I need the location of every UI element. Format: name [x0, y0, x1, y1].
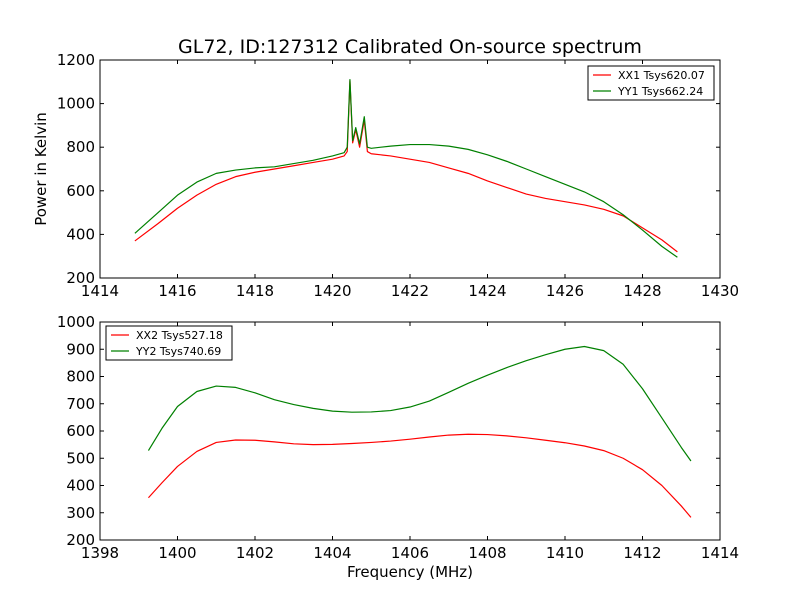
figure-title: GL72, ID:127312 Calibrated On-source spe… — [178, 36, 642, 58]
legend-label: XX2 Tsys527.18 — [136, 329, 223, 342]
y-tick-label: 400 — [66, 225, 95, 243]
y-tick-label: 500 — [66, 449, 95, 467]
y-tick-label: 700 — [66, 395, 95, 413]
series-line-2-1 — [147, 433, 692, 518]
x-tick-label: 1400 — [158, 544, 196, 562]
y-tick-label: 200 — [66, 531, 95, 549]
y-tick-label: 1200 — [57, 51, 95, 69]
x-tick-label: 1414 — [701, 544, 739, 562]
x-tick-label: 1430 — [701, 282, 739, 300]
y-tick-label: 800 — [66, 138, 95, 156]
x-tick-label: 1416 — [158, 282, 196, 300]
legend: XX2 Tsys527.18 YY2 Tsys740.69 — [105, 325, 233, 361]
y-tick-label: 1000 — [57, 95, 95, 113]
y-tick-label: 600 — [66, 422, 95, 440]
bottom-plot-panel: 1398 1400 1402 1404 1406 1408 1410 1412 1414 200 3… — [57, 313, 739, 562]
legend-label: YY1 Tsys662.24 — [617, 85, 703, 98]
y-tick-label: 200 — [66, 269, 95, 287]
x-tick-label: 1426 — [546, 282, 584, 300]
y-tick-label: 600 — [66, 182, 95, 200]
legend-box — [105, 325, 233, 361]
x-tick-label: 1410 — [546, 544, 584, 562]
series-line-2-2 — [147, 345, 692, 462]
x-axis-label: Frequency (MHz) — [347, 563, 473, 581]
x-tick-label: 1422 — [391, 282, 429, 300]
x-tick-label: 1428 — [623, 282, 661, 300]
y-tick-label: 900 — [66, 340, 95, 358]
y-tick-label: 400 — [66, 477, 95, 495]
legend-label: YY2 Tsys740.69 — [135, 345, 221, 358]
x-tick-label: 1398 — [81, 544, 119, 562]
x-tick-label: 1404 — [313, 544, 351, 562]
x-tick-label: 1424 — [468, 282, 506, 300]
y-tick-label: 1000 — [57, 313, 95, 331]
x-tick-label: 1418 — [236, 282, 274, 300]
x-tick-label: 1414 — [81, 282, 119, 300]
legend-label: XX1 Tsys620.07 — [618, 69, 705, 82]
legend: XX1 Tsys620.07 YY1 Tsys662.24 — [587, 65, 715, 101]
y-tick-label: 300 — [66, 504, 95, 522]
y-axis-label: Power in Kelvin — [32, 112, 50, 226]
y-tick-label: 800 — [66, 368, 95, 386]
x-tick-label: 1412 — [623, 544, 661, 562]
x-tick-label: 1402 — [236, 544, 274, 562]
legend-box — [587, 65, 715, 101]
x-tick-label: 1406 — [391, 544, 429, 562]
top-plot-panel: 1414 1416 1418 1420 1422 1424 1426 1428 1430 200 4… — [57, 51, 739, 300]
series-line-1-2 — [134, 79, 678, 258]
x-tick-label: 1420 — [313, 282, 351, 300]
x-tick-label: 1408 — [468, 544, 506, 562]
